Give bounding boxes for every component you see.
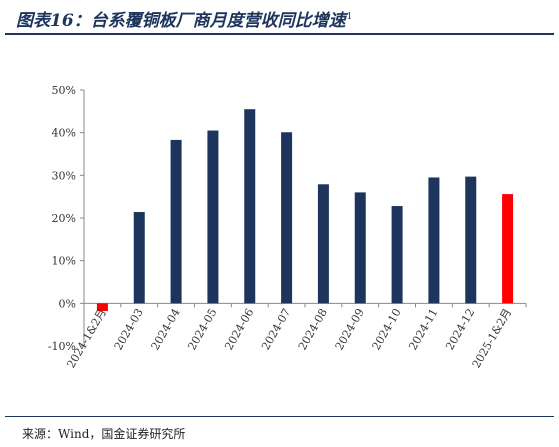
x-tick-label: 2024-12 xyxy=(443,306,477,352)
bar-2024-05 xyxy=(207,130,219,304)
bar-2024-1&2月 xyxy=(96,303,108,312)
footer-divider xyxy=(5,416,554,417)
y-tick-label: 0% xyxy=(59,297,76,310)
y-tick-label: 40% xyxy=(52,127,76,140)
y-tick-label: -10% xyxy=(48,340,76,353)
title-divider xyxy=(5,33,554,35)
chart-title-footnote: 1 xyxy=(346,12,353,23)
x-tick-label: 2024-1&2月 xyxy=(65,306,110,370)
y-axis-ticks: -10% 0% 10% 20% 30% 40% 50% xyxy=(48,84,84,353)
chart-title-text: 图表16：台系覆铜板厂商月度营收同比增速 xyxy=(16,11,346,31)
y-tick-label: 30% xyxy=(52,169,76,182)
x-tick-label: 2024-08 xyxy=(296,306,330,352)
chart-title: 图表16：台系覆铜板厂商月度营收同比增速1 xyxy=(16,6,352,31)
x-tick-label: 2024-03 xyxy=(112,306,146,352)
y-tick-label: 10% xyxy=(52,255,76,268)
bar-2024-03 xyxy=(133,212,145,304)
x-tick-label: 2024-06 xyxy=(222,306,256,352)
x-tick-label: 2025-1&2月 xyxy=(470,306,515,370)
chart-bars xyxy=(96,109,514,312)
chart-axes xyxy=(83,90,526,346)
bar-2024-09 xyxy=(354,192,366,304)
x-tick-label: 2024-09 xyxy=(333,306,367,352)
source-note: 来源：Wind，国金证券研究所 xyxy=(22,427,186,441)
bar-2024-10 xyxy=(391,206,403,304)
bar-2024-04 xyxy=(170,139,182,304)
bar-2024-07 xyxy=(281,132,293,304)
y-tick-label: 20% xyxy=(52,212,76,225)
x-tick-label: 2024-11 xyxy=(406,306,440,352)
bar-2024-12 xyxy=(465,176,477,304)
y-tick-label: 50% xyxy=(52,84,76,97)
bar-2024-11 xyxy=(428,177,440,304)
bar-2024-08 xyxy=(317,184,329,304)
bar-2025-1&2月 xyxy=(502,194,514,304)
x-tick-label: 2024-05 xyxy=(185,306,219,352)
x-tick-label: 2024-10 xyxy=(370,306,404,352)
bar-2024-06 xyxy=(244,109,256,304)
x-tick-label: 2024-07 xyxy=(259,306,293,352)
x-axis-ticks: 2024-1&2月 2024-03 2024-04 2024-05 2024-06 202… xyxy=(65,303,527,370)
x-tick-label: 2024-04 xyxy=(149,306,183,352)
